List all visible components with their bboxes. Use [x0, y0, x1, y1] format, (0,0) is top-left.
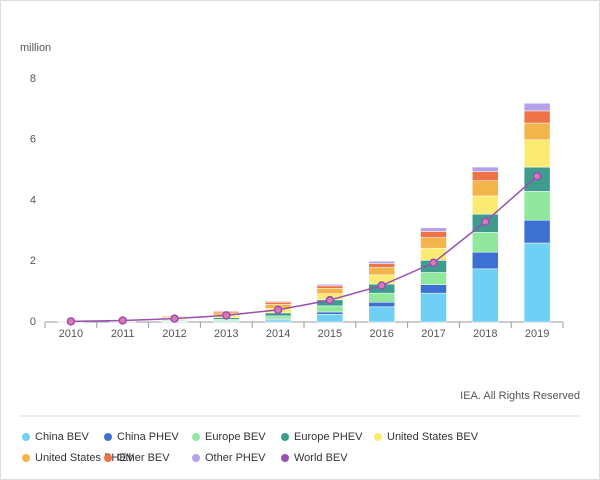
bar-segment [523, 122, 551, 140]
x-tick-label: 2013 [214, 328, 238, 340]
bar-segment [420, 284, 447, 294]
legend-item[interactable]: World BEV [281, 452, 348, 464]
bar-segment [264, 315, 292, 320]
line-marker [273, 305, 283, 315]
bar-segment [523, 219, 551, 244]
bar-segment [420, 237, 447, 249]
x-tick-label: 2017 [421, 328, 445, 340]
legend-swatch [104, 454, 112, 462]
legend-label: China PHEV [117, 431, 179, 443]
legend-item[interactable]: Europe PHEV [281, 431, 363, 443]
x-tick-label: 2012 [162, 328, 186, 340]
legend-label: United States BEV [387, 431, 479, 443]
legend-swatch [22, 433, 30, 441]
bar-segment [523, 110, 551, 124]
bar-segment [472, 195, 499, 215]
legend-item[interactable]: Other BEV [104, 452, 170, 464]
bar-segment [316, 288, 344, 295]
bar-segment [420, 247, 447, 261]
legend: China BEV China PHEV Europe BEV Europe PHEV… [22, 431, 479, 464]
bar-segment [420, 227, 447, 232]
bar-segment [368, 292, 395, 303]
bar-segment [316, 314, 344, 323]
legend-item[interactable]: Europe BEV [192, 431, 266, 443]
y-tick-label: 2 [30, 255, 36, 267]
bar-segment [368, 302, 395, 308]
y-tick-label: 0 [30, 316, 36, 328]
source: IEA. All Rights Reserved [460, 390, 580, 402]
bar-segment [523, 103, 551, 112]
y-axis-label: million [20, 42, 51, 54]
legend-swatch [281, 454, 289, 462]
bar-segment [472, 232, 499, 253]
bar-segment [523, 139, 551, 168]
x-tick-label: 2011 [111, 328, 135, 340]
line-marker [66, 317, 76, 326]
legend-label: World BEV [294, 452, 348, 464]
bar-segment [420, 272, 447, 285]
legend-item[interactable]: United States BEV [374, 431, 479, 443]
bar-segment [472, 268, 499, 323]
bar-segment [368, 261, 395, 264]
bar-segment [368, 306, 395, 323]
legend-swatch [281, 433, 289, 441]
y-tick-label: 8 [30, 73, 36, 85]
bar-segment [523, 191, 551, 221]
line [70, 175, 538, 323]
bar-segment [472, 166, 499, 172]
x-tick-label: 2014 [266, 328, 290, 340]
legend-swatch [374, 433, 382, 441]
line-marker [118, 316, 127, 325]
legend-item[interactable]: Other PHEV [192, 452, 266, 464]
bar-segment [420, 231, 447, 238]
bar-segment [420, 292, 447, 323]
bar-segment [472, 251, 499, 270]
bar-segment [316, 284, 344, 287]
x-tick-label: 2010 [59, 328, 83, 340]
x-tick-label: 2019 [525, 328, 549, 340]
line-marker [325, 295, 335, 305]
bar-segment [316, 285, 344, 289]
legend-item[interactable]: China BEV [22, 431, 89, 443]
bar-segment [264, 301, 292, 303]
line-marker [377, 281, 386, 290]
line-marker [429, 258, 438, 268]
legend-label: China BEV [35, 431, 89, 443]
legend-label: Other PHEV [205, 452, 266, 464]
x-tick-label: 2016 [369, 328, 393, 340]
legend-swatch [22, 454, 30, 462]
bar-segment [264, 302, 292, 305]
y-tick-label: 4 [30, 194, 36, 206]
legend-label: Europe PHEV [294, 431, 363, 443]
bar-segment [472, 171, 499, 182]
legend-swatch [104, 433, 112, 441]
bar-segment [264, 319, 292, 323]
legend-swatch [192, 454, 200, 462]
y-tick-label: 6 [30, 134, 36, 146]
bar-segment [368, 267, 395, 276]
line-marker [481, 217, 490, 227]
bar-segment [316, 305, 344, 313]
legend-item[interactable]: China PHEV [104, 431, 179, 443]
bar-segment [523, 242, 551, 323]
legend-label: Other BEV [117, 452, 170, 464]
bar-segment [523, 166, 551, 192]
line-marker [170, 314, 179, 323]
bar-segment [472, 180, 499, 197]
line-marker [532, 171, 542, 181]
legend-label: Europe BEV [205, 431, 266, 443]
bar-segment [368, 263, 395, 268]
bar-segment [316, 311, 344, 315]
x-tick-label: 2018 [473, 328, 497, 340]
legend-swatch [192, 433, 200, 441]
x-tick-label: 2015 [318, 328, 342, 340]
line-marker [222, 311, 231, 320]
